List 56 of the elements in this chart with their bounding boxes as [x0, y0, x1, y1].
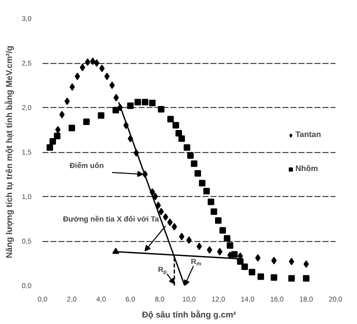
- point: [80, 64, 86, 72]
- point: [194, 170, 202, 177]
- point: [50, 138, 56, 145]
- point: [68, 124, 76, 132]
- point: [187, 152, 194, 159]
- point: [83, 118, 90, 125]
- point: [134, 98, 141, 106]
- point: [84, 58, 90, 66]
- y-axis-title: Năng lượng tích tụ trên một hạt tính bằng MeV.cm²/g: [4, 46, 14, 258]
- legend-label: Tantan: [295, 130, 321, 139]
- point: [112, 106, 119, 114]
- point: [172, 223, 178, 231]
- point: [270, 274, 278, 281]
- point: [142, 98, 148, 106]
- point: [224, 235, 230, 242]
- point: [127, 102, 134, 109]
- point: [64, 98, 70, 106]
- point: [208, 198, 214, 206]
- point: [271, 256, 277, 264]
- point: [162, 213, 168, 221]
- point: [99, 64, 105, 72]
- point: [74, 72, 80, 80]
- point: [167, 218, 173, 226]
- x-axis-title: Độ sâu tính bằng g.cm²: [142, 310, 236, 320]
- point: [210, 208, 218, 215]
- point: [55, 126, 61, 134]
- point: [98, 112, 104, 119]
- point: [149, 100, 156, 106]
- point: [59, 110, 65, 118]
- point: [203, 188, 210, 194]
- point: [231, 251, 238, 258]
- point: [215, 217, 222, 224]
- point: [219, 227, 226, 234]
- point: [104, 72, 110, 80]
- point: [258, 273, 264, 280]
- point: [54, 132, 60, 140]
- point: [178, 135, 185, 142]
- point: [206, 246, 212, 254]
- point: [302, 275, 310, 282]
- point: [158, 106, 164, 113]
- point: [248, 268, 256, 276]
- point: [184, 144, 190, 151]
- point: [46, 144, 54, 151]
- point: [255, 254, 261, 262]
- point: [288, 258, 294, 266]
- point: [190, 160, 198, 167]
- point: [167, 116, 174, 122]
- point: [172, 122, 180, 129]
- point: [198, 180, 206, 186]
- point: [226, 242, 234, 249]
- point: [288, 275, 295, 282]
- point: [109, 82, 115, 89]
- point: [241, 264, 248, 270]
- point: [186, 236, 192, 244]
- point: [175, 130, 182, 137]
- legend-label: Nhôm: [295, 164, 318, 173]
